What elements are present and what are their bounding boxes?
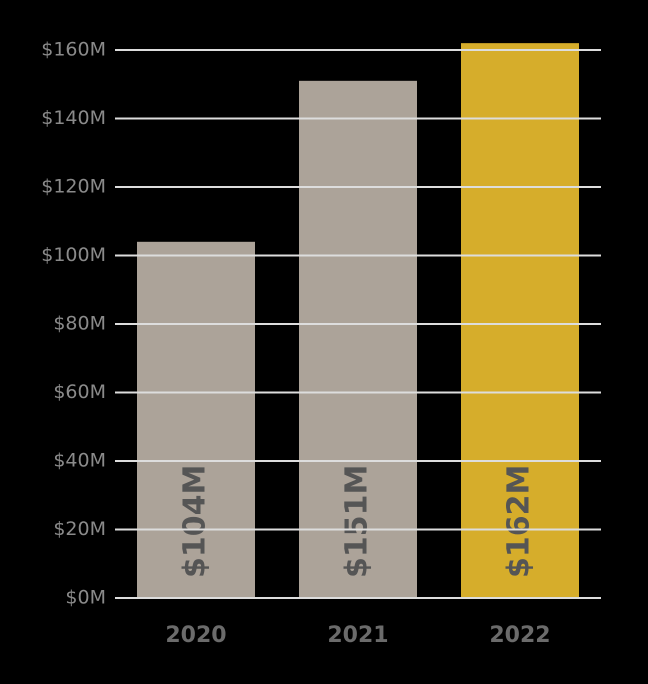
value-label: $162M (502, 465, 537, 578)
y-tick-label: $140M (41, 107, 106, 129)
y-tick-label: $80M (53, 313, 106, 335)
y-tick-label: $100M (41, 244, 106, 266)
bar (461, 43, 579, 598)
bar (137, 241, 255, 599)
x-tick-label: 2022 (489, 623, 550, 648)
y-tick-label: $20M (53, 518, 106, 540)
y-tick-label: $120M (41, 176, 106, 198)
y-tick-label: $0M (65, 587, 106, 609)
value-label: $104M (178, 465, 213, 578)
y-tick-label: $160M (41, 39, 106, 61)
value-label: $151M (340, 465, 375, 578)
y-tick-label: $60M (53, 381, 106, 403)
x-tick-label: 2020 (165, 623, 226, 648)
x-tick-label: 2021 (327, 623, 388, 648)
bar (299, 80, 417, 598)
y-tick-label: $40M (53, 450, 106, 472)
